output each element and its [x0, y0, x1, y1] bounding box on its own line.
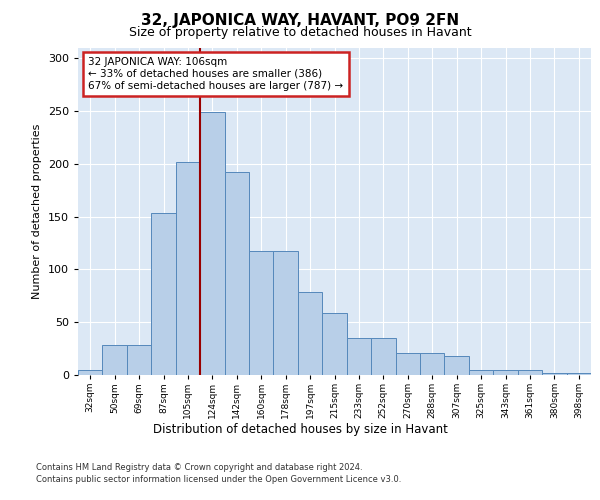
Bar [274, 252, 298, 375]
Bar [518, 370, 542, 375]
Bar [298, 292, 322, 375]
Bar [395, 353, 420, 375]
Text: Contains HM Land Registry data © Crown copyright and database right 2024.: Contains HM Land Registry data © Crown c… [36, 462, 362, 471]
Bar [224, 172, 249, 375]
Text: Size of property relative to detached houses in Havant: Size of property relative to detached ho… [128, 26, 472, 39]
Bar [127, 346, 151, 375]
Bar [420, 353, 445, 375]
Bar [371, 338, 395, 375]
Bar [78, 370, 103, 375]
Bar [566, 373, 591, 375]
Bar [151, 214, 176, 375]
Text: 32, JAPONICA WAY, HAVANT, PO9 2FN: 32, JAPONICA WAY, HAVANT, PO9 2FN [141, 12, 459, 28]
Bar [493, 370, 518, 375]
Bar [249, 252, 274, 375]
Bar [176, 162, 200, 375]
Bar [542, 373, 566, 375]
Bar [322, 312, 347, 375]
Text: Contains public sector information licensed under the Open Government Licence v3: Contains public sector information licen… [36, 475, 401, 484]
Text: Distribution of detached houses by size in Havant: Distribution of detached houses by size … [152, 422, 448, 436]
Bar [103, 346, 127, 375]
Bar [347, 338, 371, 375]
Text: 32 JAPONICA WAY: 106sqm
← 33% of detached houses are smaller (386)
67% of semi-d: 32 JAPONICA WAY: 106sqm ← 33% of detache… [88, 58, 343, 90]
Bar [200, 112, 224, 375]
Bar [469, 370, 493, 375]
Bar [445, 356, 469, 375]
Y-axis label: Number of detached properties: Number of detached properties [32, 124, 42, 299]
